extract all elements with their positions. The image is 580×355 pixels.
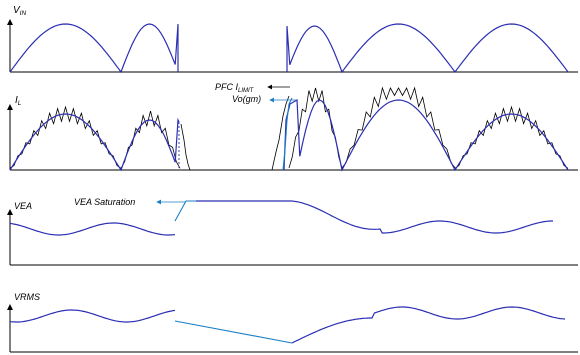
vo-gm-label: Vo(gm) [232,94,261,104]
vin-panel: VIN [7,5,578,74]
vea-saturation-ramp [174,200,196,222]
vrms-label: VRMS [14,292,40,302]
vea-waveform [9,200,553,236]
vrms-waveform [9,306,566,344]
restart-vo-gm-trace [282,97,293,171]
il-label: IL [15,95,22,107]
vea-saturation-label: VEA Saturation [74,197,135,207]
vin-label: VIN [13,5,26,17]
vea-panel: VEA VEA Saturation [7,197,578,266]
il-panel: IL PFC ILIMIT Vo(gm) [7,82,578,172]
restart-ripple-ramp [271,95,290,171]
vin-waveform [9,23,569,74]
vea-label: VEA [14,201,32,211]
inductor-current-average [9,98,569,172]
dropout-ripple-decay [180,123,191,171]
pfc-ilimit-label: PFC ILIMIT [215,82,255,94]
vrms-panel: VRMS [7,292,578,353]
vrms-decay-line [174,320,293,344]
inductor-current-ripple [9,86,569,169]
